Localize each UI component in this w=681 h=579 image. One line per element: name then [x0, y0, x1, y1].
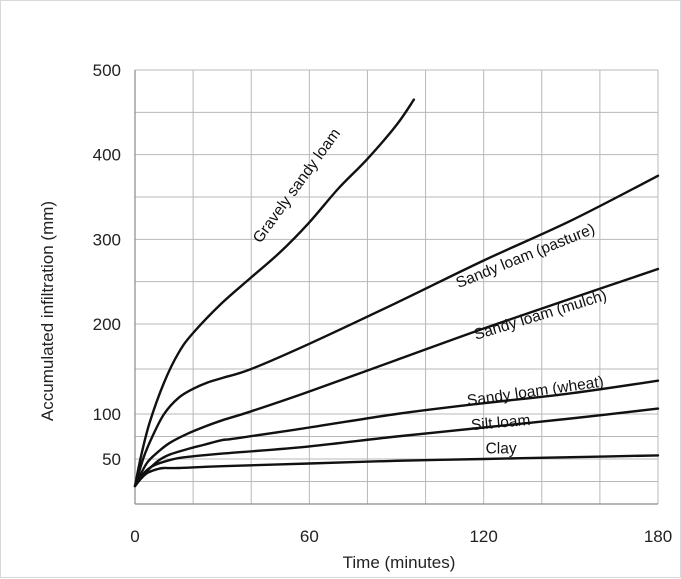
- y-tick-label: 100: [93, 405, 121, 424]
- y-tick-label: 300: [93, 230, 121, 249]
- curve-label-sandy-loam-wheat: Sandy loam (wheat): [466, 374, 605, 410]
- series-lines: [133, 98, 660, 488]
- series-line-gravely-sandy-loam: [133, 98, 416, 488]
- y-tick-label: 200: [93, 315, 121, 334]
- series-line-sandy-loam-wheat: [133, 379, 660, 488]
- y-tick-label: 400: [93, 146, 121, 165]
- series-line-silt-loam: [133, 407, 660, 488]
- curve-label-sandy-loam-mulch: Sandy loam (mulch): [472, 287, 609, 344]
- curve-label-gravely-sandy-loam: Gravely sandy loam: [250, 125, 344, 246]
- x-axis-label: Time (minutes): [343, 553, 456, 572]
- x-tick-label: 60: [300, 527, 319, 546]
- curve-label-clay: Clay: [486, 441, 517, 458]
- series-line-sandy-loam-mulch: [133, 267, 660, 488]
- y-tick-label: 50: [102, 450, 121, 469]
- axes: 0 60 120 180 50 100 200 300 400 500: [93, 61, 673, 546]
- x-tick-label: 180: [644, 527, 672, 546]
- x-tick-label: 120: [469, 527, 497, 546]
- series-line-clay: [133, 454, 660, 488]
- curve-label-silt-loam: Silt loam: [470, 412, 531, 434]
- y-axis-label: Accumulated infiltration (mm): [38, 201, 57, 421]
- grid: [134, 69, 659, 504]
- series-line-sandy-loam-pasture: [133, 174, 660, 488]
- y-tick-label: 500: [93, 61, 121, 80]
- x-tick-label: 0: [130, 527, 139, 546]
